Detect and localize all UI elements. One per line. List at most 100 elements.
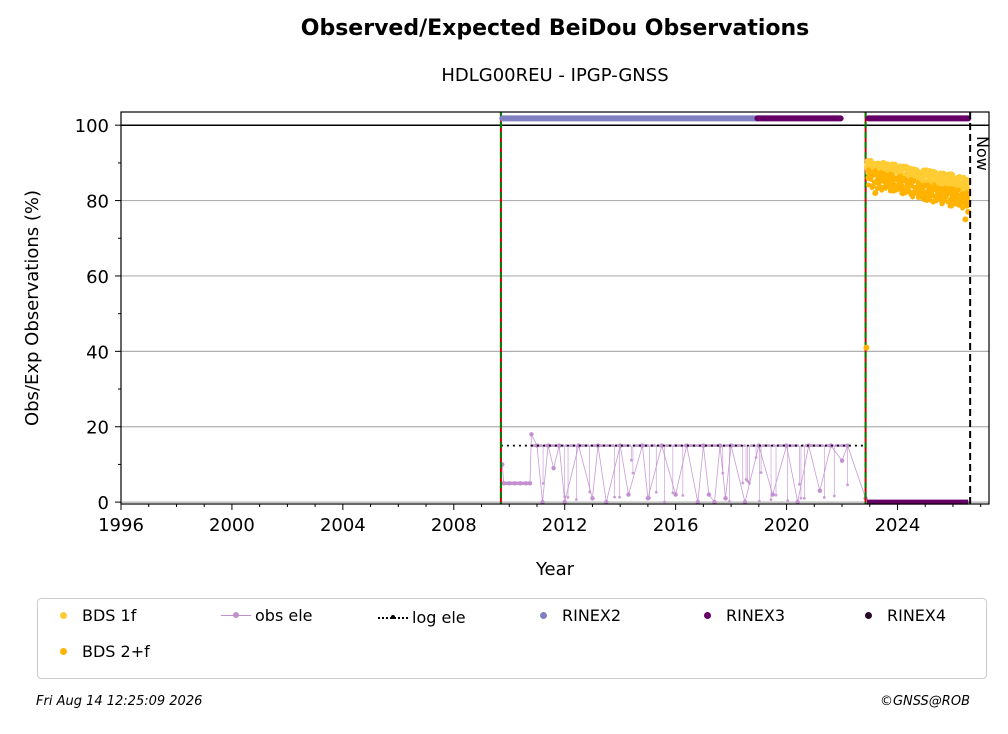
obs-ele-point: [562, 499, 567, 505]
legend-label-bds2f: BDS 2+f: [82, 641, 150, 661]
obs-ele-sample: [611, 444, 615, 447]
bds2f-point: [955, 201, 962, 208]
bds1f-point: [938, 174, 945, 181]
x-tick-label: 2004: [320, 515, 366, 536]
legend-item-obs-ele: obs ele: [221, 605, 313, 625]
now-label: Now: [973, 136, 992, 171]
obs-ele-sample: [527, 481, 531, 485]
obs-ele-sample: [796, 444, 800, 447]
obs-ele-sample: [646, 444, 650, 447]
bds2f-point: [865, 174, 872, 181]
obs-ele-point: [673, 492, 678, 497]
legend-item-rinex2: RINEX2: [528, 605, 621, 625]
obs-ele-point: [770, 492, 775, 497]
bds1f-point: [930, 171, 937, 178]
bds2f-point: [880, 171, 887, 178]
legend-item-bds1f: BDS 1f: [48, 605, 136, 625]
obs-ele-sample: [586, 444, 590, 447]
chart-subtitle: HDLG00REU - IPGP-GNSS: [441, 65, 669, 86]
obs-ele-sample: [726, 444, 730, 447]
obs-ele-sample: [616, 444, 620, 447]
y-axis-label: Obs/Exp Observations (%): [22, 190, 43, 426]
x-tick-label: 2000: [209, 515, 255, 536]
legend-marker-bds2f: [60, 648, 67, 655]
obs-ele-sample: [743, 444, 746, 447]
bds1f-point: [905, 167, 912, 174]
x-tick-label: 2012: [542, 515, 588, 536]
bds2f-point: [947, 197, 954, 204]
bds1f-sample: [956, 173, 963, 180]
x-tick-label: 2008: [431, 515, 477, 536]
chart-title: Observed/Expected BeiDou Observations: [300, 16, 810, 41]
bds2f-sample: [956, 187, 961, 193]
obs-ele-point: [590, 496, 595, 501]
y-tick-label: 80: [86, 192, 109, 213]
legend-item-rinex3: RINEX3: [692, 605, 785, 625]
legend-item-log-ele: log ele: [378, 607, 466, 627]
legend-marker-rinex2: [540, 612, 547, 619]
legend-item-rinex4: RINEX4: [853, 605, 946, 625]
bds2f-point: [888, 178, 895, 185]
x-tick-label: 2020: [764, 515, 810, 536]
y-tick-label: 100: [75, 116, 109, 137]
obs-ele-point: [604, 499, 609, 505]
bds1f-point: [963, 182, 970, 189]
obs-ele-point: [742, 499, 748, 505]
bds2f-point: [863, 344, 870, 351]
bds2f-point: [922, 182, 929, 189]
obs-ele-point: [551, 465, 556, 471]
bds1f-point: [922, 167, 929, 174]
bds1f-point: [880, 159, 887, 166]
legend-marker-log-ele: [391, 615, 395, 619]
bds2f-point: [905, 182, 912, 189]
chart-canvas: 0 20 40 60 80 100 1996 2000 2004 2008 2012 2016 2020…: [22, 111, 992, 580]
obs-ele-point: [723, 496, 728, 501]
x-tick-label: 2016: [653, 515, 699, 536]
obs-ele-point: [817, 488, 823, 494]
bds2f-sample: [870, 184, 876, 189]
bds1f-point: [955, 178, 962, 185]
legend-label-rinex3: RINEX3: [726, 605, 786, 625]
legend-label-obs-ele: obs ele: [255, 605, 313, 625]
bds1f-point: [897, 163, 904, 170]
legend-label-log-ele: log ele: [412, 607, 466, 627]
bds2f-point: [930, 186, 937, 193]
obs-ele-sample: [821, 444, 825, 447]
bds2f-sample: [911, 178, 917, 183]
bds2f-point: [897, 174, 904, 181]
obs-ele-point: [626, 492, 631, 497]
y-tick-label: 40: [86, 342, 109, 363]
footer-timestamp: Fri Aug 14 12:25:09 2026: [36, 694, 203, 709]
y-tick-label: 60: [86, 267, 109, 288]
bds2f-point: [962, 216, 969, 223]
obs-ele-sample: [767, 444, 771, 447]
bds2f-sample: [960, 205, 965, 211]
bds2f-point: [872, 190, 879, 197]
legend: BDS 1f obs ele log ele RINEX2 RINEX3 RIN…: [37, 598, 987, 679]
legend-marker-rinex3: [704, 612, 711, 619]
obs-ele-point: [839, 458, 845, 463]
legend-marker-bds1f: [60, 612, 67, 619]
obs-ele-point: [695, 499, 701, 505]
legend-label-bds1f: BDS 1f: [82, 605, 137, 625]
footer-credit: ©GNSS@ROB: [879, 694, 970, 709]
obs-ele-sample: [772, 444, 776, 447]
obs-ele-sample: [719, 444, 723, 447]
bds2f-point: [913, 190, 920, 197]
obs-ele-sample: [844, 444, 848, 447]
obs-ele-point: [529, 432, 534, 437]
legend-marker-obs-ele: [233, 612, 239, 618]
obs-ele-point: [540, 499, 545, 505]
obs-ele-sample: [653, 444, 656, 447]
x-axis-label: Year: [535, 559, 575, 580]
bds1f-point: [947, 171, 954, 178]
obs-ele-point: [706, 492, 712, 497]
obs-ele-point: [795, 499, 800, 505]
x-tick-label: 1996: [98, 515, 144, 536]
legend-marker-rinex4: [865, 612, 872, 619]
legend-item-bds2f: BDS 2+f: [48, 641, 150, 661]
obs-ele-sample: [784, 444, 788, 447]
x-tick-label: 2024: [875, 515, 921, 536]
y-tick-label: 20: [86, 418, 109, 439]
obs-ele-point: [712, 499, 717, 505]
